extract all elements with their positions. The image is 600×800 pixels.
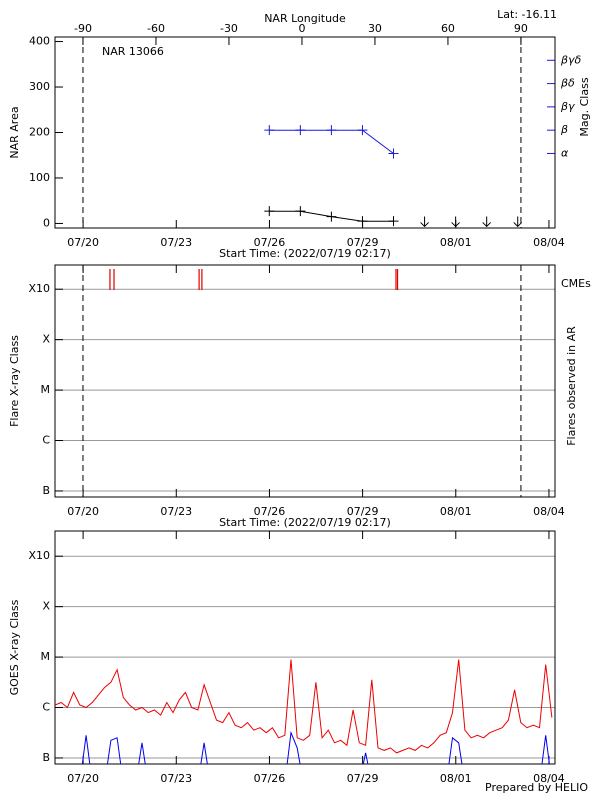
missing-marker <box>420 216 429 228</box>
point-marker <box>326 125 337 136</box>
series <box>55 659 553 754</box>
x-tick-label: 07/20 <box>67 236 99 249</box>
x-tick-label: 08/01 <box>440 505 472 518</box>
y-tick-label: 300 <box>29 80 50 93</box>
y2-axis-label: Flares observed in AR <box>565 326 578 446</box>
plot-frame <box>54 530 556 765</box>
y2-tick-label: β <box>560 123 568 136</box>
y-tick-label: M <box>41 650 51 663</box>
missing-marker <box>482 216 492 228</box>
x2-tick-label: 0 <box>298 22 305 35</box>
x2-axis-label: NAR Longitude <box>264 12 346 25</box>
y2-axis-label: Mag. Class <box>578 77 591 136</box>
point-marker <box>326 211 337 222</box>
y-tick-label: B <box>42 751 50 764</box>
y2-tick-label: βδ <box>560 77 575 90</box>
series <box>264 206 399 227</box>
x-tick-label: 07/26 <box>254 236 286 249</box>
point-marker <box>388 148 399 159</box>
y-tick-label: 400 <box>29 35 50 48</box>
y-tick-label: B <box>42 484 50 497</box>
x2-tick-label: 60 <box>441 22 455 35</box>
y2-tick-label: βγδ <box>560 53 582 66</box>
x-tick-label: 07/20 <box>67 772 99 785</box>
point-marker <box>295 125 306 136</box>
y2-tick-label: βγ <box>560 100 575 113</box>
y-tick-label: X <box>42 333 50 346</box>
series <box>420 216 523 228</box>
x-tick-label: 08/01 <box>440 236 472 249</box>
x-axis-label: Start Time: (2022/07/19 02:17) <box>219 247 391 260</box>
latitude: Lat: -16.11 <box>497 8 557 21</box>
x2-tick-label: 30 <box>368 22 382 35</box>
series-line <box>55 659 553 754</box>
point-marker <box>264 125 275 136</box>
plot-frame <box>54 36 556 229</box>
x-tick-label: 07/26 <box>254 772 286 785</box>
x-tick-label: 07/20 <box>67 505 99 518</box>
point-marker <box>357 216 368 227</box>
y-tick-label: 200 <box>29 126 50 139</box>
point-marker <box>295 206 306 217</box>
x-tick-label: 07/29 <box>347 772 379 785</box>
point-marker <box>357 125 368 136</box>
y2-tick-label: α <box>561 146 569 159</box>
y-tick-label: X10 <box>28 282 50 295</box>
plot-frame <box>54 264 556 498</box>
missing-marker <box>513 216 523 228</box>
y-tick-label: M <box>41 383 51 396</box>
missing-marker <box>451 216 460 228</box>
y-tick-label: 0 <box>43 216 50 229</box>
x-tick-label: 07/26 <box>254 505 286 518</box>
x-tick-label: 07/23 <box>160 236 192 249</box>
x2-tick-label: -90 <box>74 22 92 35</box>
x2-tick-label: 90 <box>514 22 528 35</box>
x-tick-label: 07/29 <box>347 505 379 518</box>
x-tick-label: 07/29 <box>347 236 379 249</box>
x-tick-label: 08/01 <box>440 772 472 785</box>
chart-title: NAR 13066 <box>102 45 164 58</box>
x-tick-label: 08/04 <box>533 505 565 518</box>
x2-tick-label: -30 <box>220 22 238 35</box>
y-tick-label: C <box>42 701 50 714</box>
y-tick-label: X <box>42 600 50 613</box>
y-tick-label: C <box>42 434 50 447</box>
x-tick-label: 07/23 <box>160 505 192 518</box>
x2-tick-label: -60 <box>147 22 165 35</box>
x-tick-label: 08/04 <box>533 236 565 249</box>
y-tick-label: X10 <box>28 549 50 562</box>
point-marker <box>388 216 399 227</box>
series <box>264 125 399 159</box>
x-tick-label: 07/23 <box>160 772 192 785</box>
y-axis-label: Flare X-ray Class <box>8 335 21 427</box>
x-tick-label: 08/04 <box>533 772 565 785</box>
footer: Prepared by HELIO <box>485 781 588 794</box>
y-axis-label: NAR Area <box>8 106 21 158</box>
point-marker <box>264 206 275 217</box>
cme-legend: CMEs <box>561 277 591 290</box>
x-axis-label: Start Time: (2022/07/19 02:17) <box>219 516 391 529</box>
y-tick-label: 100 <box>29 171 50 184</box>
y-axis-label: GOES X-ray Class <box>8 599 21 695</box>
